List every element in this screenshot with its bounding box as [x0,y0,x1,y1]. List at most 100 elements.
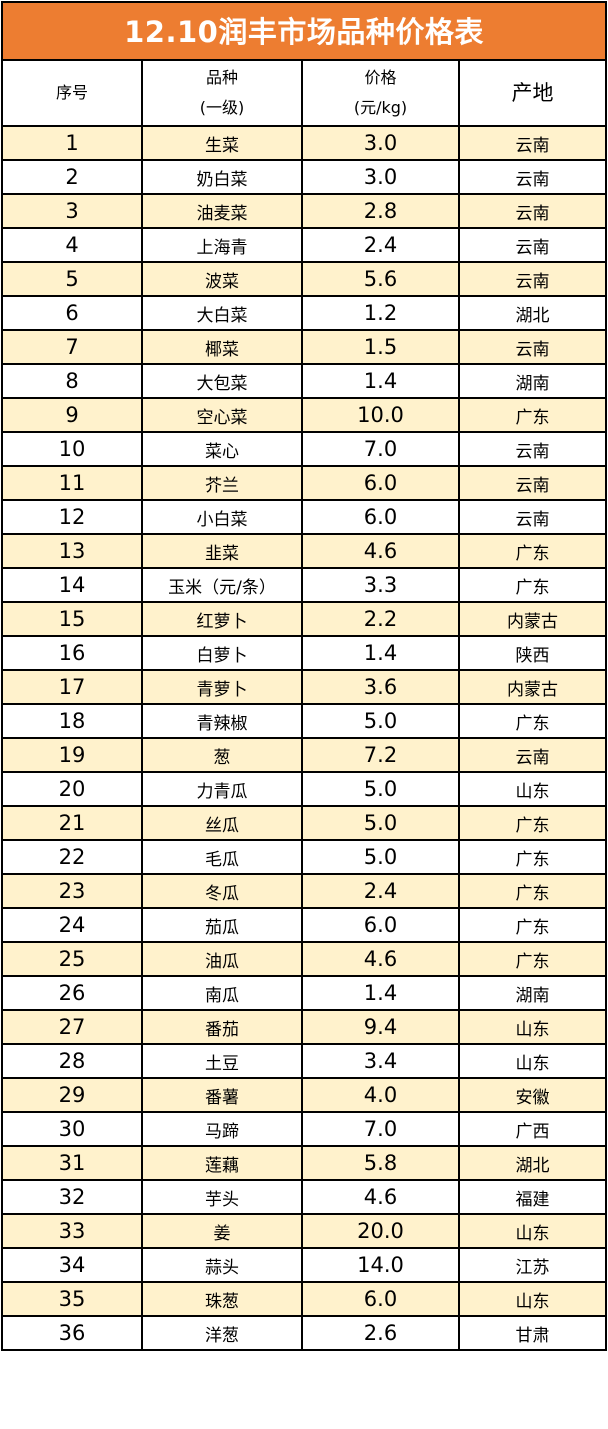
cell-no: 10 [3,431,143,467]
cell-origin: 广西 [458,1111,605,1147]
cell-price: 2.2 [301,601,460,637]
cell-origin: 福建 [458,1179,605,1215]
cell-origin: 云南 [458,431,605,467]
cell-origin: 山东 [458,1213,605,1249]
table-row: 1 生菜 3.0 云南 [3,125,605,161]
cell-no: 28 [3,1043,143,1079]
cell-name: 莲藕 [141,1145,303,1181]
table-row: 2 奶白菜 3.0 云南 [3,159,605,195]
cell-name: 蒜头 [141,1247,303,1283]
cell-name: 丝瓜 [141,805,303,841]
header-price-line2: (元/kg) [353,98,408,117]
cell-price: 5.0 [301,703,460,739]
cell-name: 芥兰 [141,465,303,501]
cell-name: 土豆 [141,1043,303,1079]
cell-origin: 山东 [458,1009,605,1045]
cell-name: 珠葱 [141,1281,303,1317]
table-row: 27 番茄 9.4 山东 [3,1009,605,1045]
table-row: 9 空心菜 10.0 广东 [3,397,605,433]
cell-name: 大包菜 [141,363,303,399]
cell-price: 1.4 [301,635,460,671]
cell-name: 玉米（元/条） [141,567,303,603]
cell-name: 南瓜 [141,975,303,1011]
cell-price: 1.5 [301,329,460,365]
cell-price: 1.4 [301,975,460,1011]
header-no: 序号 [3,61,143,126]
table-row: 30 马蹄 7.0 广西 [3,1111,605,1147]
cell-no: 4 [3,227,143,263]
table-row: 32 芋头 4.6 福建 [3,1179,605,1215]
table-row: 34 蒜头 14.0 江苏 [3,1247,605,1283]
cell-no: 7 [3,329,143,365]
table-row: 6 大白菜 1.2 湖北 [3,295,605,331]
cell-price: 9.4 [301,1009,460,1045]
cell-name: 奶白菜 [141,159,303,195]
cell-name: 马蹄 [141,1111,303,1147]
cell-no: 27 [3,1009,143,1045]
cell-origin: 山东 [458,771,605,807]
cell-no: 2 [3,159,143,195]
cell-origin: 广东 [458,839,605,875]
cell-no: 19 [3,737,143,773]
cell-origin: 广东 [458,567,605,603]
cell-price: 7.0 [301,1111,460,1147]
cell-price: 3.0 [301,159,460,195]
cell-price: 2.6 [301,1315,460,1349]
cell-name: 小白菜 [141,499,303,535]
cell-origin: 广东 [458,397,605,433]
header-row: 序号 品种 (一级) 价格 (元/kg) 产地 [3,61,605,126]
cell-price: 6.0 [301,907,460,943]
cell-price: 5.0 [301,839,460,875]
cell-price: 3.3 [301,567,460,603]
cell-price: 5.0 [301,771,460,807]
cell-price: 7.2 [301,737,460,773]
table-row: 22 毛瓜 5.0 广东 [3,839,605,875]
cell-price: 5.6 [301,261,460,297]
cell-name: 生菜 [141,125,303,161]
table-row: 5 波菜 5.6 云南 [3,261,605,297]
cell-no: 1 [3,125,143,161]
cell-price: 4.6 [301,1179,460,1215]
table-row: 11 芥兰 6.0 云南 [3,465,605,501]
cell-origin: 广东 [458,533,605,569]
cell-no: 25 [3,941,143,977]
sheet-title: 12.10润丰市场品种价格表 [3,3,605,61]
price-sheet: 12.10润丰市场品种价格表 序号 品种 (一级) 价格 (元/kg) 产地 1… [1,1,607,1351]
cell-no: 31 [3,1145,143,1181]
cell-price: 3.4 [301,1043,460,1079]
cell-no: 18 [3,703,143,739]
header-origin: 产地 [458,61,605,126]
table-row: 21 丝瓜 5.0 广东 [3,805,605,841]
cell-origin: 广东 [458,941,605,977]
cell-origin: 云南 [458,193,605,229]
table-row: 12 小白菜 6.0 云南 [3,499,605,535]
cell-origin: 广东 [458,907,605,943]
cell-no: 22 [3,839,143,875]
cell-origin: 湖北 [458,295,605,331]
cell-origin: 安徽 [458,1077,605,1113]
cell-no: 30 [3,1111,143,1147]
cell-no: 35 [3,1281,143,1317]
cell-name: 茄瓜 [141,907,303,943]
table-row: 18 青辣椒 5.0 广东 [3,703,605,739]
table-row: 8 大包菜 1.4 湖南 [3,363,605,399]
cell-name: 力青瓜 [141,771,303,807]
cell-no: 20 [3,771,143,807]
table-row: 13 韭菜 4.6 广东 [3,533,605,569]
header-name-line2: (一级) [199,98,245,117]
table-row: 33 姜 20.0 山东 [3,1213,605,1249]
cell-origin: 内蒙古 [458,601,605,637]
cell-name: 青辣椒 [141,703,303,739]
cell-price: 1.4 [301,363,460,399]
table-body: 1 生菜 3.0 云南 2 奶白菜 3.0 云南 3 油麦菜 2.8 云南 4 上海青 2.4 云南 5 波菜 5.… [3,125,605,1349]
cell-name: 番薯 [141,1077,303,1113]
header-name-line1: 品种 [205,68,238,87]
cell-no: 24 [3,907,143,943]
cell-origin: 云南 [458,465,605,501]
table-row: 4 上海青 2.4 云南 [3,227,605,263]
table-row: 31 莲藕 5.8 湖北 [3,1145,605,1181]
cell-name: 青萝卜 [141,669,303,705]
table-row: 36 洋葱 2.6 甘肃 [3,1315,605,1349]
cell-origin: 湖南 [458,363,605,399]
table-row: 26 南瓜 1.4 湖南 [3,975,605,1011]
